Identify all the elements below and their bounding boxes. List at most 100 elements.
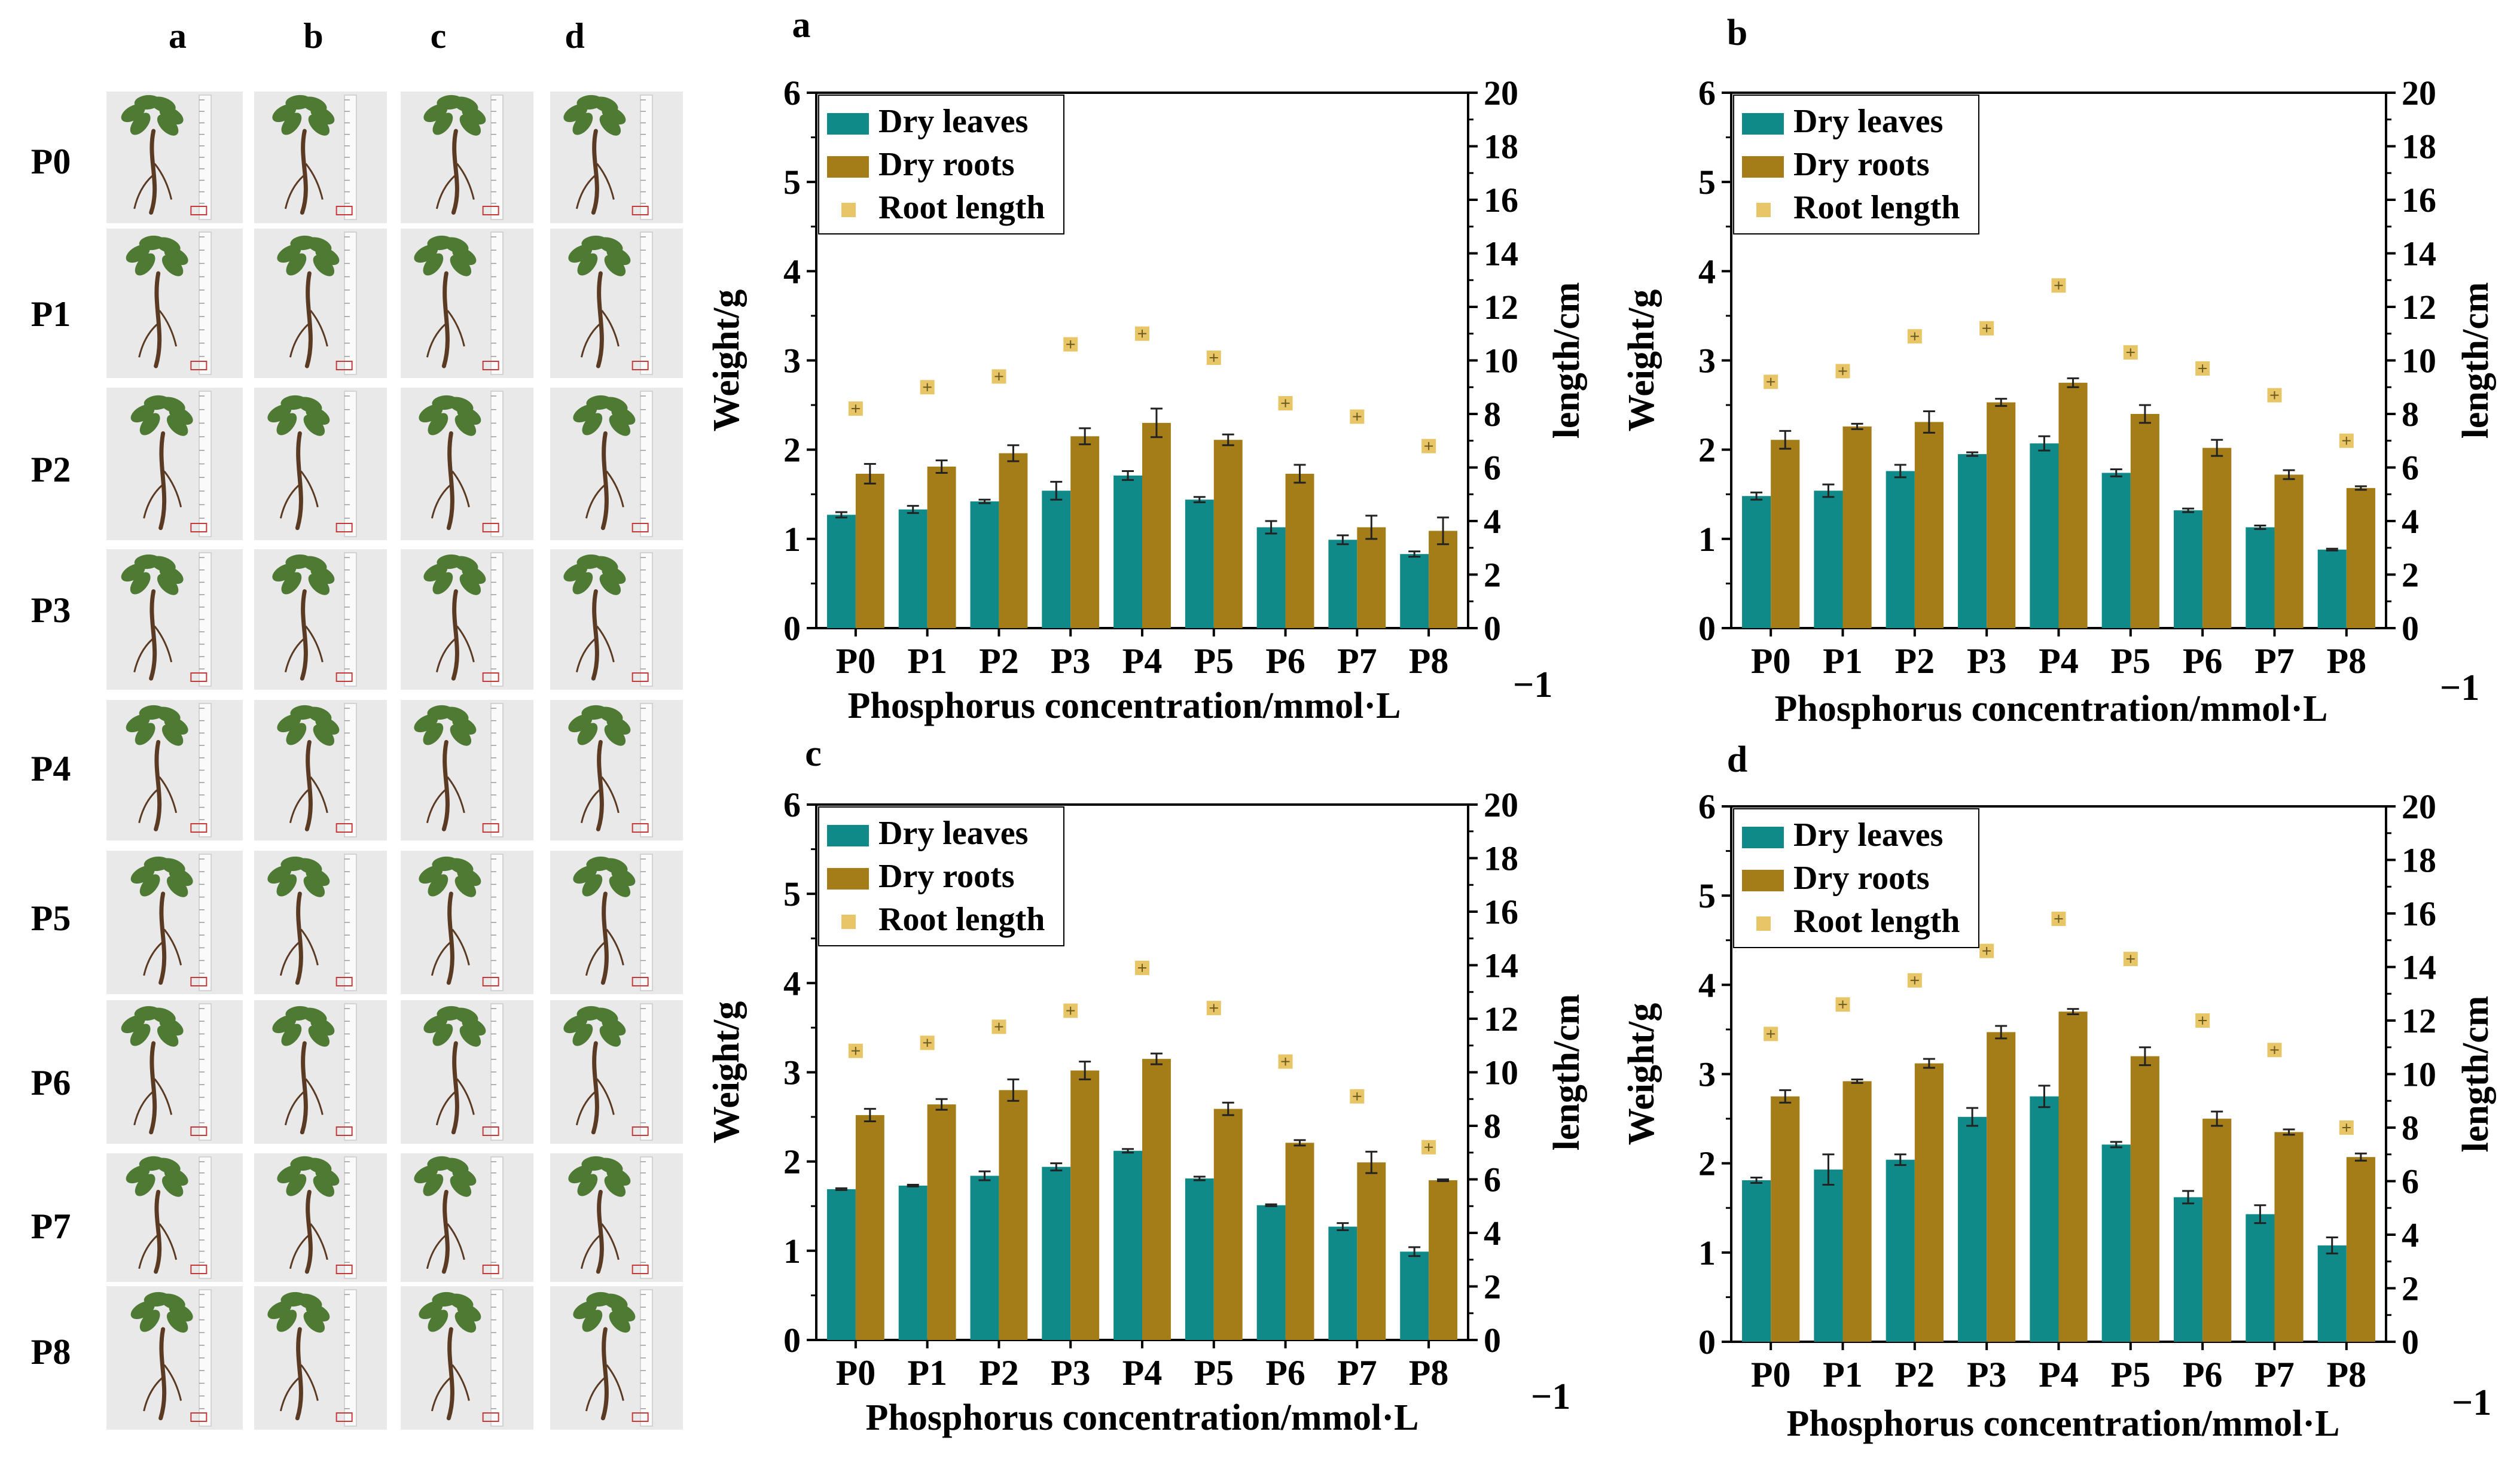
seedling-root [149,589,157,681]
lateral-root [426,789,446,823]
seedling-leaf [597,237,623,254]
left-axis-title: Weight/g [706,290,747,432]
lateral-root [289,789,309,823]
seedling-root [446,891,454,985]
lateral-root [279,942,300,976]
lateral-root [596,1078,615,1115]
seedling-leaf [130,1024,151,1046]
bar-dry-leaves [1814,491,1843,628]
label-tag [190,1265,208,1274]
label-tag [335,206,353,215]
x-axis-tick-label: P4 [1122,641,1163,681]
left-axis-tick-label: 3 [783,342,801,380]
seedling-leaf [602,858,628,875]
seedling-leaf [572,112,593,135]
seedling-photo [401,388,533,540]
seedling-root [441,271,450,368]
bar-dry-roots [2058,382,2088,628]
seedling-photo [106,1153,243,1282]
seedling-photo [106,549,243,690]
seedling-leaf [308,574,330,595]
seedling-leaf [454,1311,477,1333]
seedling-leaf [450,255,472,276]
bar-dry-leaves [898,509,928,628]
seedling-photo [254,388,387,540]
bar-dry-leaves [2317,549,2347,628]
seedling-leaf [139,874,160,897]
lateral-root [154,163,173,200]
bar-dry-roots [1285,1143,1314,1340]
left-axis-tick-label: 1 [1698,520,1716,559]
seedling-root [304,1190,313,1274]
legend-label: Dry leaves [1793,817,1943,854]
right-axis-tick-label: 8 [1484,1107,1501,1146]
x-axis-tick-label: P7 [1337,641,1377,681]
lateral-root [305,625,324,663]
lateral-root [154,625,173,663]
bar-dry-leaves [2174,510,2203,628]
x-axis-tick-label: P8 [2326,1355,2366,1394]
x-axis-tick-label: P2 [979,641,1019,681]
right-axis-tick-label: 4 [2402,1216,2419,1254]
label-tag [631,1126,649,1136]
lateral-root [279,1377,300,1412]
seedling-leaf [602,397,628,413]
x-axis-tick-label: P8 [1409,1353,1449,1393]
label-tag [190,206,208,215]
right-axis-tick-label: 4 [2402,502,2419,541]
x-axis-tick-label: P4 [1122,1353,1163,1393]
bar-dry-roots [855,1115,884,1340]
left-axis-tick-label: 1 [783,520,801,559]
label-tag [482,672,499,682]
seedling-leaf [432,572,453,595]
lateral-root [606,470,624,508]
bar-dry-roots [1842,426,1872,628]
right-axis-tick-label: 12 [2402,288,2436,327]
seedling-photo [106,1286,243,1430]
label-tag [631,672,649,682]
x-axis-tick-label: P7 [1337,1353,1377,1393]
bar-dry-roots [1987,402,2016,628]
right-axis-tick-label: 16 [1484,893,1518,931]
right-axis-tick-label: 10 [1484,1053,1518,1092]
right-axis-tick-label: 0 [1484,609,1501,648]
label-tag [482,206,499,215]
bar-dry-leaves [898,1185,928,1340]
seedling-leaf [423,253,444,276]
right-axis-tick-label: 18 [1484,127,1518,166]
bar-dry-roots [855,473,884,628]
left-axis-tick-label: 4 [783,964,801,1003]
legend-swatch [827,113,869,135]
seedling-leaf [286,1174,307,1196]
seedling-leaf [423,1174,444,1196]
lateral-root [601,776,620,814]
legend-label: Dry roots [878,146,1015,183]
lateral-root [606,1364,624,1401]
seedling-leaf [599,114,621,136]
x-axis-title-exponent: −1 [1513,665,1552,705]
bar-dry-roots [1429,1180,1458,1340]
legend-label: Dry leaves [878,815,1028,852]
bar-dry-leaves [2101,1144,2131,1342]
seedling-leaf [593,96,618,113]
bar-dry-leaves [1886,1159,1915,1342]
right-axis-title: length/cm [1546,994,1587,1151]
left-axis-tick-label: 3 [1698,342,1716,380]
x-axis-tick-label: P3 [1051,1353,1091,1393]
bar-dry-leaves [1742,496,1771,628]
lateral-root [138,324,158,358]
label-tag [482,1126,499,1136]
right-axis-tick-label: 8 [1484,395,1501,434]
seedling-photo [106,92,243,223]
seedling-photo [254,700,387,840]
seedling-photo [550,1000,683,1144]
seedling-leaf [577,1174,598,1196]
right-axis-tick-label: 6 [2402,1162,2419,1201]
lateral-root [456,1078,475,1115]
label-tag [482,977,499,986]
seedling-photo [401,229,533,378]
right-axis-tick-label: 12 [2402,1001,2436,1040]
legend: Dry leaves Dry roots Root length [1733,808,1979,948]
label-tag [335,823,353,833]
